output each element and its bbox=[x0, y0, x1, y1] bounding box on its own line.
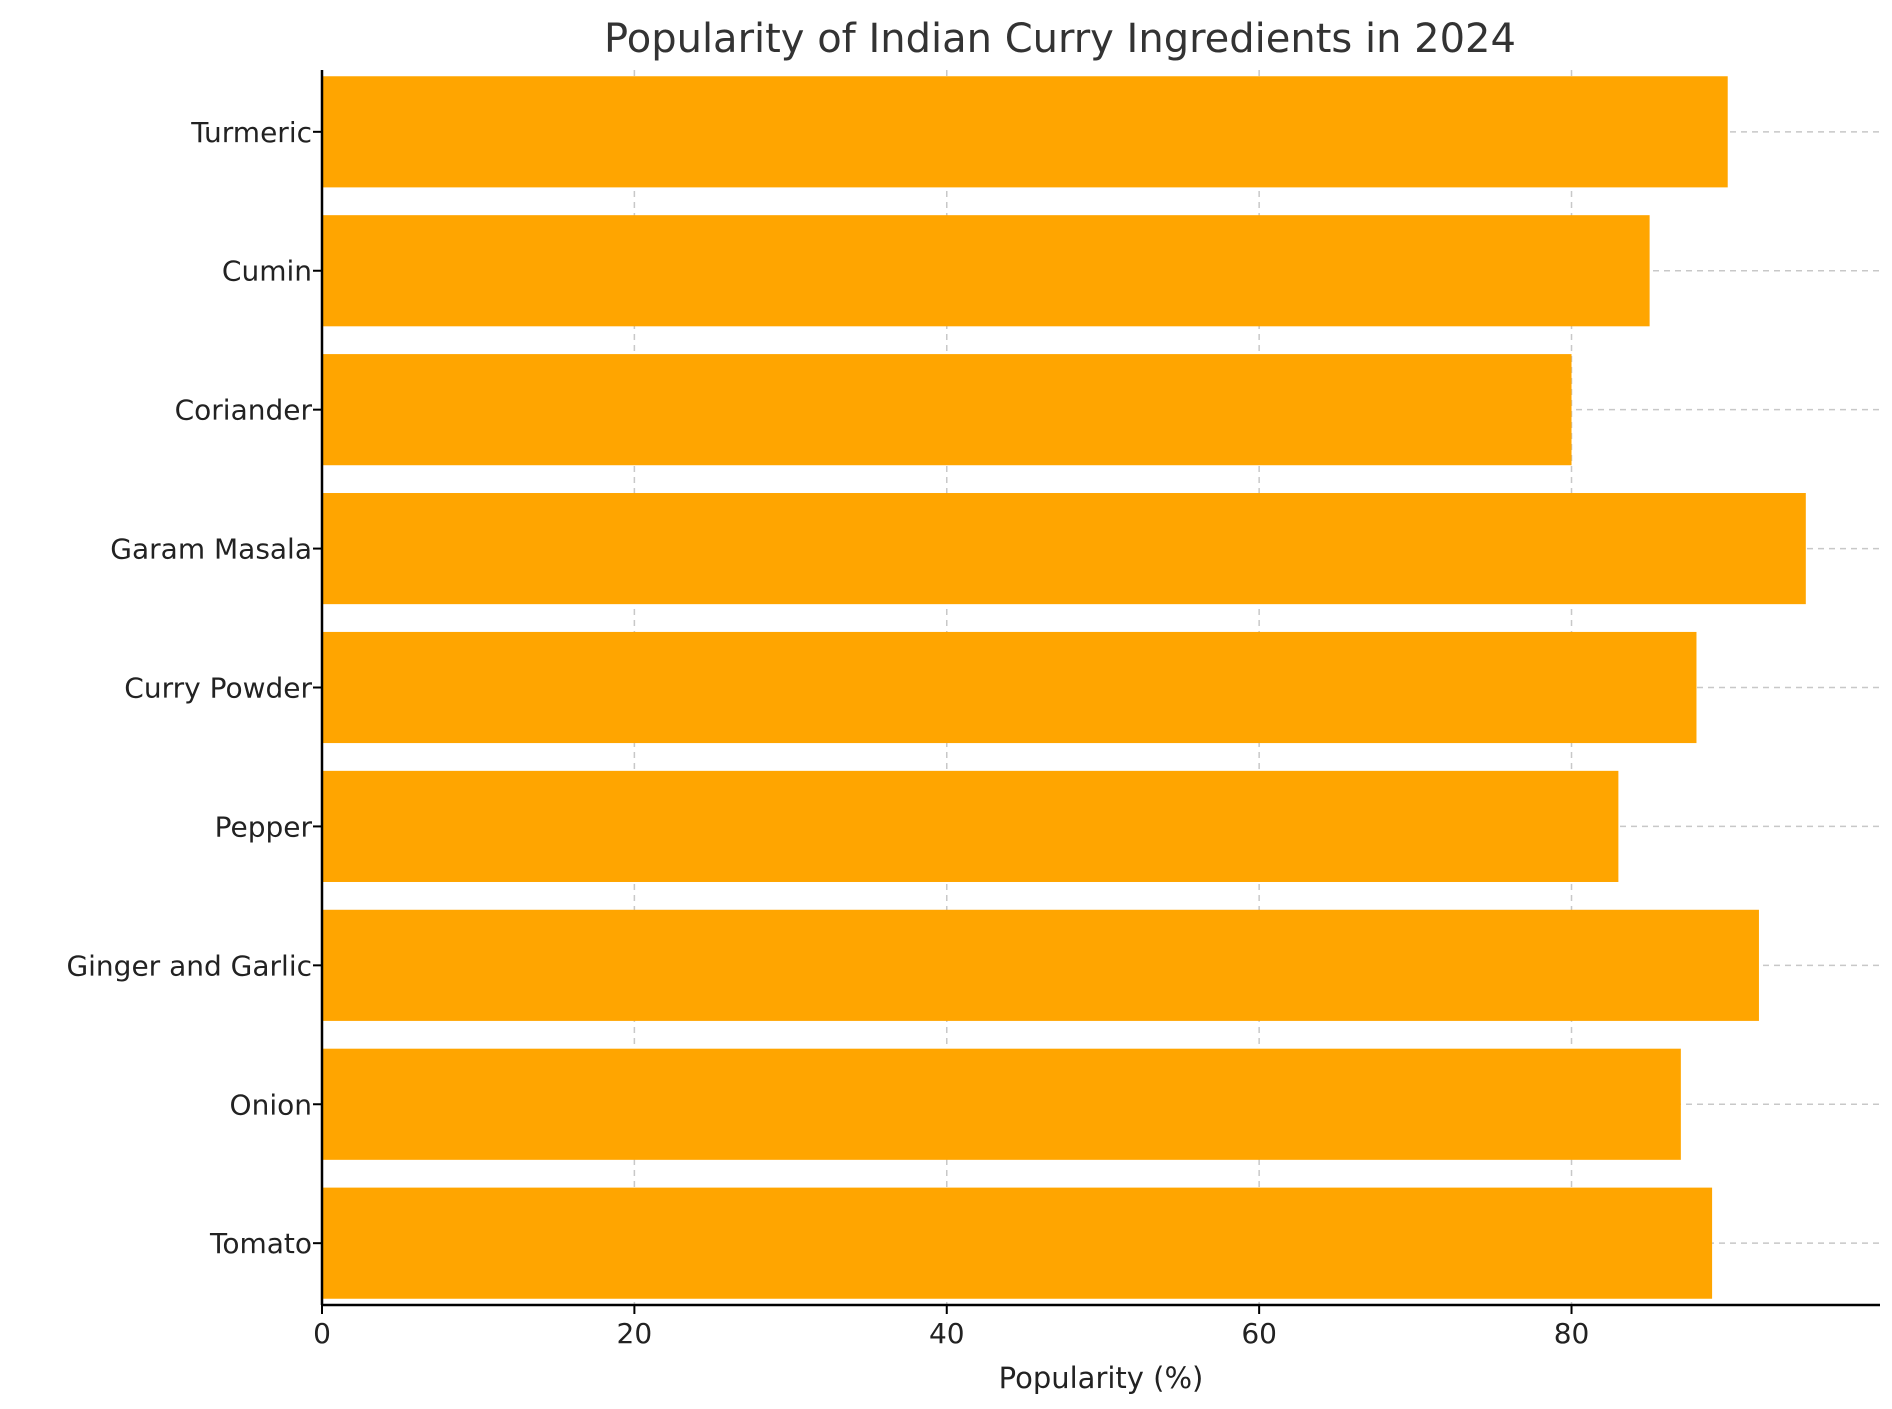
y-tick-label: Curry Powder bbox=[124, 672, 312, 705]
x-tick-label: 60 bbox=[1241, 1317, 1277, 1350]
bar bbox=[322, 354, 1572, 466]
y-tick-label: Ginger and Garlic bbox=[66, 949, 312, 982]
y-tick-label: Onion bbox=[230, 1088, 312, 1121]
bars bbox=[322, 76, 1806, 1299]
x-tick-label: 40 bbox=[929, 1317, 965, 1350]
bar bbox=[322, 493, 1806, 605]
bar bbox=[322, 215, 1650, 327]
y-tick-label: Cumin bbox=[222, 255, 312, 288]
y-tick-label: Pepper bbox=[215, 810, 313, 843]
x-tick-label: 20 bbox=[617, 1317, 653, 1350]
bar bbox=[322, 1187, 1713, 1299]
y-tick-label: Coriander bbox=[175, 394, 313, 427]
y-tick-label: Turmeric bbox=[190, 116, 312, 149]
x-axis-label: Popularity (%) bbox=[999, 1361, 1204, 1395]
y-tick-label: Garam Masala bbox=[110, 533, 312, 566]
bar bbox=[322, 909, 1759, 1021]
x-tick-label: 80 bbox=[1554, 1317, 1590, 1350]
bar bbox=[322, 631, 1697, 744]
y-tick-label: Tomato bbox=[209, 1227, 312, 1260]
bar bbox=[322, 770, 1619, 882]
x-tick-labels: 0 20 40 60 80 bbox=[313, 1305, 1589, 1350]
bar bbox=[322, 76, 1728, 188]
x-tick-label: 0 bbox=[313, 1317, 331, 1350]
chart-title: Popularity of Indian Curry Ingredients i… bbox=[604, 16, 1516, 62]
bar bbox=[322, 1048, 1681, 1160]
y-tick-labels: Tomato Onion Ginger and Garlic Pepper Curry … bbox=[66, 116, 322, 1260]
